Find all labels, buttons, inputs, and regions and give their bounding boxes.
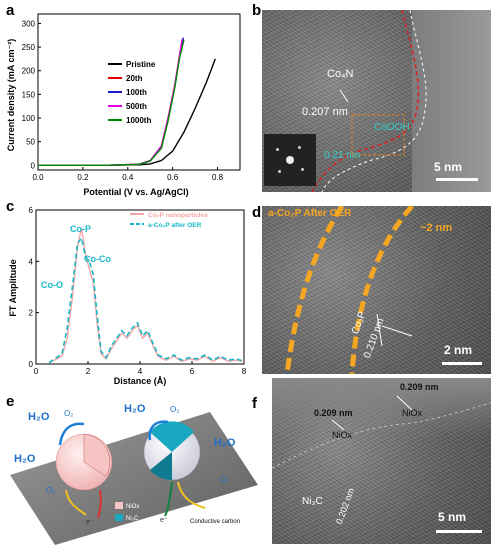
panel-d-inner-boundary <box>349 206 414 374</box>
legend-label-2: 100th <box>126 88 147 97</box>
panel-d-scale-label: 2 nm <box>444 343 473 357</box>
x-tick-label: 2 <box>86 367 91 376</box>
panel-f-label-ni3c: Ni₃C <box>302 496 323 507</box>
chart-c-annot-cop: Co-P <box>70 224 91 234</box>
panel-f-label-d-top: 0.209 nm <box>400 382 439 392</box>
panel-d-outer-boundary <box>284 206 345 374</box>
x-tick-label: 4 <box>138 367 143 376</box>
series-line-1 <box>48 236 245 364</box>
chart-c-ft-exafs: 0 2 4 6 8 0 2 4 6 Co₂P nanoparticles a-Co₂P after… <box>8 206 247 386</box>
y-tick-label: 0 <box>29 360 34 369</box>
y-tick-label: 250 <box>22 43 36 52</box>
y-tick-label: 150 <box>22 90 36 99</box>
series-line-0 <box>48 227 245 364</box>
x-tick-label: 8 <box>242 367 247 376</box>
panel-b-label-d2: 0.21 nm <box>324 150 361 161</box>
panel-d-scalebar <box>442 362 482 365</box>
legend-label-4: 1000th <box>126 116 151 125</box>
chart-a-frame <box>37 13 241 171</box>
panel-letter-f: f <box>252 395 257 412</box>
panel-f-label-niox-left: NiOx <box>332 430 352 440</box>
chart-c-xlabel: Distance (Å) <box>114 376 167 386</box>
panel-b-scalebar <box>436 178 478 181</box>
chart-c-annot-coco: Co-Co <box>84 254 111 264</box>
panel-b-hrtem-image: Co₄N 0.207 nm CoOOH 0.21 nm 5 nm <box>262 10 491 192</box>
panel-f-label-niox-top: NiOx <box>402 408 422 418</box>
x-tick-label: 0.0 <box>32 173 44 182</box>
panel-e-substrate-label: Conductive carbon <box>190 519 240 525</box>
series-line-4 <box>38 39 185 166</box>
chart-a-xlabel: Potential (V vs. Ag/AgCl) <box>83 187 188 197</box>
series-line-3 <box>38 39 183 166</box>
y-tick-label: 6 <box>29 206 34 215</box>
panel-e-electron-2: e⁻ <box>160 517 168 524</box>
panel-e-schematic: H₂O O₂ H₂O O₂ H₂O O₂ H₂O O₂ e⁻ e⁻ NiOx N… <box>10 403 258 545</box>
y-tick-label: 50 <box>26 138 35 147</box>
panel-b-highlight-box <box>351 114 405 156</box>
legend-label-1: 20th <box>126 74 143 83</box>
panel-b-label-d1: 0.207 nm <box>302 106 348 118</box>
panel-f-scale-label: 5 nm <box>438 510 467 524</box>
panel-letter-c: c <box>6 198 15 215</box>
panel-letter-b: b <box>252 2 262 19</box>
panel-e-h2o-2: H₂O <box>14 453 36 465</box>
x-tick-label: 0.2 <box>77 173 89 182</box>
legend-label-1: a-Co₂P after OER <box>148 222 202 229</box>
y-tick-label: 300 <box>22 19 36 28</box>
y-tick-label: 100 <box>22 114 36 123</box>
legend-label-3: 500th <box>126 102 147 111</box>
y-tick-label: 4 <box>29 257 34 266</box>
panel-e-legend-ni3c-swatch <box>115 514 123 521</box>
panel-d-hrtem-image: a-Co₂P After OER ~2 nm Co₂P 0.210 nm 2 n… <box>262 206 491 374</box>
panel-e-h2o-3: H₂O <box>124 403 146 415</box>
panel-d-label-thick: ~2 nm <box>420 222 453 234</box>
y-tick-label: 0 <box>31 161 36 170</box>
panel-b-fft-inset <box>264 134 316 186</box>
panel-b-boundary-white <box>321 10 427 192</box>
panel-e-o2-1: O₂ <box>64 409 73 418</box>
panel-b-label-co4n: Co₄N <box>327 68 354 80</box>
panel-f-label-d-left: 0.209 nm <box>314 408 353 418</box>
y-tick-label: 2 <box>29 309 34 318</box>
panel-e-legend-niox: NiOx <box>126 504 139 510</box>
chart-c-frame <box>35 209 245 365</box>
panel-e-legend-ni3c: Ni₃C <box>126 516 139 522</box>
panel-b-label-cooh: CoOOH <box>374 122 410 133</box>
x-tick-label: 0.6 <box>167 173 179 182</box>
panel-f-hrtem-image: 0.209 nm NiOx 0.209 nm NiOx Ni₃C 0.202 n… <box>272 378 491 544</box>
panel-e-h2o-1: H₂O <box>28 411 50 423</box>
panel-e-electron-1: e⁻ <box>86 519 94 526</box>
panel-d-label-top: a-Co₂P After OER <box>268 208 352 219</box>
panel-e-o2-3: O₂ <box>170 405 179 414</box>
panel-letter-d: d <box>252 204 262 221</box>
panel-b-boundary-red <box>311 10 420 192</box>
x-tick-label: 0.4 <box>122 173 134 182</box>
legend-label-0: Pristine <box>126 60 156 69</box>
x-tick-label: 6 <box>190 367 195 376</box>
chart-c-annot-coo: Co-O <box>41 280 63 290</box>
legend-label-0: Co₂P nanoparticles <box>148 212 208 219</box>
panel-e-o2-2: O₂ <box>46 486 55 495</box>
panel-f-boundary <box>272 402 491 469</box>
y-tick-label: 200 <box>22 67 36 76</box>
x-tick-label: 0 <box>34 367 39 376</box>
chart-c-ylabel: FT Amplitude <box>8 259 18 316</box>
panel-letter-e: e <box>6 393 15 410</box>
chart-a-ylabel: Current density (mA cm⁻²) <box>6 39 16 151</box>
panel-f-scalebar <box>436 530 482 533</box>
chart-a-polarization: 0.0 0.2 0.4 0.6 0.8 0 50 100 150 200 250 300 Pristi… <box>6 13 241 197</box>
panel-e-legend-niox-swatch <box>115 502 123 509</box>
panel-letter-a: a <box>6 2 15 19</box>
panel-b-scale-label: 5 nm <box>434 160 463 174</box>
x-tick-label: 0.8 <box>212 173 224 182</box>
panel-e-h2o-4: H₂O <box>214 437 236 449</box>
panel-e-o2-4: O₂ <box>220 475 229 484</box>
